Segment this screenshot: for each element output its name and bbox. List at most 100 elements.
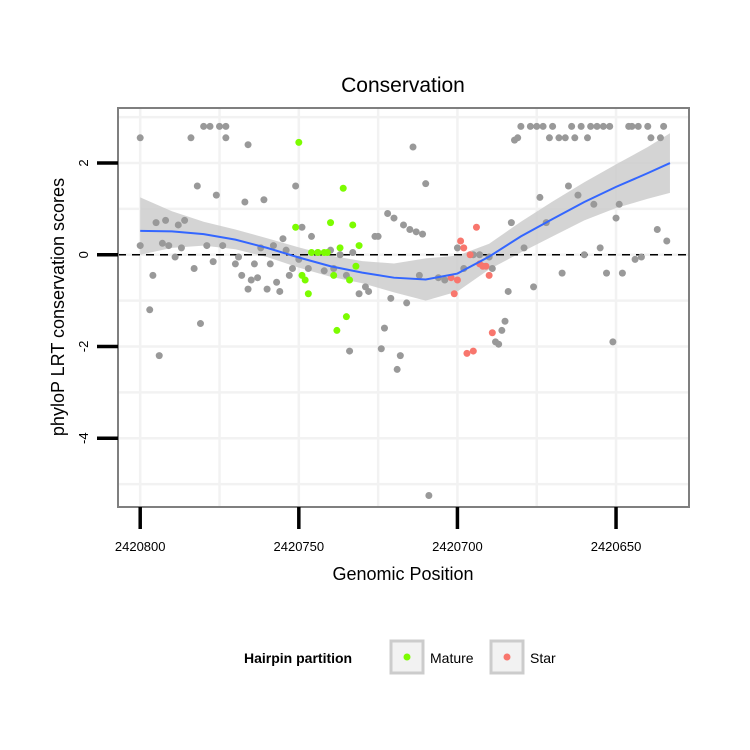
point-other — [495, 340, 503, 348]
point-star — [450, 290, 458, 298]
y-tick-label: -4 — [76, 432, 91, 444]
point-other — [387, 294, 395, 302]
point-mature — [355, 242, 363, 250]
point-star — [453, 276, 461, 284]
point-mature — [308, 248, 316, 256]
point-mature — [339, 184, 347, 192]
point-other — [288, 265, 296, 273]
point-other — [561, 134, 569, 142]
point-other — [653, 226, 661, 234]
point-other — [346, 347, 354, 355]
point-other — [349, 248, 357, 256]
point-star — [472, 223, 480, 231]
point-other — [260, 196, 268, 204]
point-other — [631, 255, 639, 263]
point-other — [136, 242, 144, 250]
point-other — [419, 230, 427, 238]
plot-frame — [117, 107, 690, 508]
point-other — [269, 242, 277, 250]
point-other — [514, 134, 522, 142]
point-other — [501, 317, 509, 325]
point-mature — [301, 276, 309, 284]
point-star — [482, 262, 490, 270]
x-tick-label: 2420650 — [591, 539, 642, 554]
point-other — [599, 122, 607, 130]
point-other — [453, 244, 461, 252]
point-other — [549, 122, 557, 130]
point-other — [536, 193, 544, 201]
smooth-line — [140, 162, 671, 281]
point-other — [441, 276, 449, 284]
point-other — [590, 200, 598, 208]
point-other — [663, 237, 671, 245]
point-other — [266, 260, 274, 268]
point-other — [273, 278, 281, 286]
legend-label-star: Star — [530, 650, 556, 666]
point-other — [355, 290, 363, 298]
legend-marker-mature — [403, 653, 411, 661]
point-other — [533, 122, 541, 130]
point-other — [158, 239, 166, 247]
point-other — [254, 274, 262, 282]
point-other — [292, 182, 300, 190]
point-other — [656, 134, 664, 142]
point-other — [571, 134, 579, 142]
point-other — [415, 271, 423, 279]
point-mature — [352, 262, 360, 270]
point-other — [644, 122, 652, 130]
point-other — [238, 271, 246, 279]
point-other — [263, 285, 271, 293]
point-other — [412, 228, 420, 236]
plot-panel — [118, 108, 689, 507]
points-mature — [292, 138, 363, 334]
point-other — [425, 492, 433, 500]
point-other — [171, 253, 179, 261]
point-other — [377, 345, 385, 353]
point-other — [250, 260, 258, 268]
point-other — [498, 326, 506, 334]
x-tick-label: 2420750 — [274, 539, 325, 554]
point-other — [406, 226, 414, 234]
point-star — [485, 271, 493, 279]
point-mature — [346, 276, 354, 284]
point-other — [222, 122, 230, 130]
point-other — [580, 251, 588, 259]
smooth-ribbon-group — [140, 133, 670, 301]
point-other — [136, 134, 144, 142]
point-other — [241, 198, 249, 206]
point-other — [380, 324, 388, 332]
point-mature — [349, 221, 357, 229]
point-other — [155, 352, 163, 360]
point-other — [634, 122, 642, 130]
point-other — [216, 122, 224, 130]
point-other — [615, 200, 623, 208]
point-other — [244, 285, 252, 293]
point-other — [162, 216, 170, 224]
point-other — [409, 143, 417, 151]
point-other — [396, 352, 404, 360]
point-other — [612, 214, 620, 222]
x-axis-label: Genomic Position — [332, 564, 473, 584]
point-other — [530, 283, 538, 291]
point-mature — [327, 219, 335, 227]
y-tick-label: 0 — [76, 251, 91, 258]
point-other — [276, 287, 284, 295]
legend-marker-star — [503, 653, 511, 661]
point-other — [196, 320, 204, 328]
point-other — [660, 122, 668, 130]
point-other — [365, 287, 373, 295]
point-other — [279, 235, 287, 243]
point-mature — [333, 326, 341, 334]
point-other — [181, 216, 189, 224]
point-other — [628, 122, 636, 130]
point-mature — [304, 290, 312, 298]
point-other — [203, 242, 211, 250]
point-other — [177, 244, 185, 252]
point-other — [476, 251, 484, 259]
point-other — [577, 122, 585, 130]
point-other — [539, 122, 547, 130]
point-other — [174, 221, 182, 229]
point-other — [298, 223, 306, 231]
point-other — [219, 242, 227, 250]
point-other — [244, 141, 252, 149]
